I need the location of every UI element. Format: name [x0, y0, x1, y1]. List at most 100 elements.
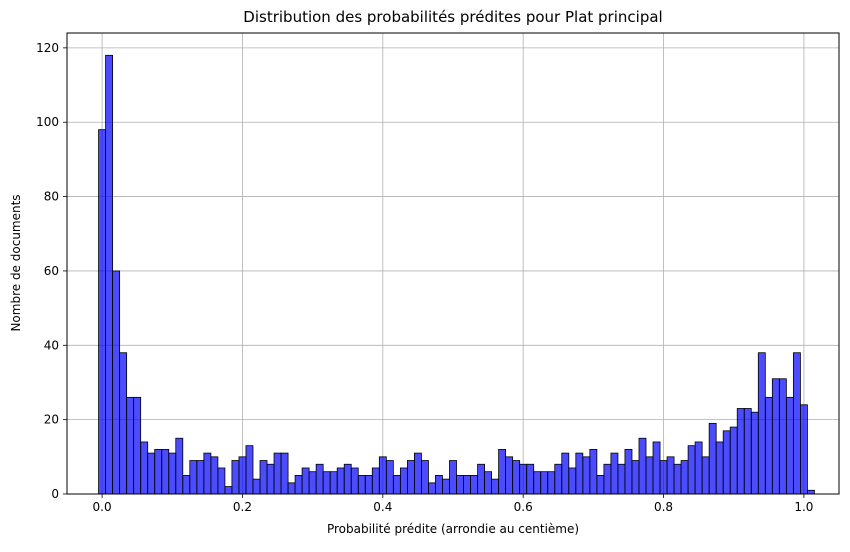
histogram-bar	[182, 475, 191, 495]
histogram-bar	[112, 270, 121, 495]
histogram-bar	[343, 463, 352, 495]
histogram-bar	[624, 448, 633, 495]
histogram-bar	[505, 456, 514, 495]
x-tick-label: 0.8	[654, 500, 673, 514]
histogram-bar	[666, 456, 675, 495]
histogram-bar	[399, 467, 408, 495]
histogram-bar	[807, 489, 815, 495]
histogram-bar	[617, 463, 626, 495]
histogram-bar	[413, 452, 422, 495]
histogram-bar	[463, 475, 471, 495]
histogram-bar	[392, 475, 401, 495]
histogram-bar	[757, 352, 766, 495]
histogram-bar	[659, 460, 668, 495]
histogram-bar	[315, 463, 324, 495]
histogram-bar	[610, 452, 619, 495]
histogram-bar	[203, 452, 212, 495]
histogram-bar	[378, 456, 387, 495]
histogram-bar	[421, 460, 429, 495]
histogram-bar	[540, 471, 549, 495]
x-tick-label: 1.0	[794, 500, 813, 514]
plot-frame	[66, 32, 840, 495]
histogram-bar	[350, 467, 359, 495]
histogram-bar	[294, 475, 303, 495]
histogram-bar	[645, 456, 654, 495]
histogram-bar	[449, 460, 457, 495]
histogram-bar	[694, 441, 703, 495]
x-tick-label: 0.2	[233, 500, 252, 514]
y-tick-label: 60	[44, 264, 59, 278]
x-tick-label: 0.6	[514, 500, 533, 514]
histogram-bar	[512, 460, 521, 495]
histogram-bar	[224, 486, 233, 495]
histogram-bar	[631, 460, 640, 495]
plot-area-background	[67, 33, 839, 494]
grid-lines	[67, 33, 839, 495]
y-axis-label: Nombre de documents	[9, 194, 23, 331]
histogram-bar	[371, 467, 380, 495]
histogram-bar	[589, 448, 598, 495]
histogram-bar	[322, 471, 331, 495]
histogram-bar	[406, 460, 415, 495]
histogram-bar	[743, 408, 752, 495]
histogram-bar	[652, 441, 661, 495]
y-tick-label: 20	[44, 413, 59, 427]
histogram-bar	[708, 422, 717, 495]
histogram-bar	[140, 441, 149, 495]
histogram-bar	[519, 463, 528, 495]
histogram-bar	[701, 456, 710, 495]
histogram-bar	[687, 445, 696, 495]
histogram-bar	[792, 352, 801, 495]
y-axis-ticks: 0 20 40 60 80 100 120	[36, 41, 67, 501]
histogram-bar	[259, 460, 268, 495]
histogram-bar	[568, 467, 577, 495]
histogram-bar	[175, 437, 184, 495]
histogram-bar	[785, 396, 794, 495]
histogram-bar	[484, 471, 492, 495]
histogram-bar	[771, 378, 780, 495]
histogram-bar	[533, 471, 542, 495]
histogram-bar	[385, 460, 394, 495]
histogram-bar	[442, 478, 450, 495]
histogram-bar	[750, 411, 759, 495]
histogram-bar	[336, 467, 345, 495]
y-tick-label: 0	[51, 487, 59, 501]
x-axis-ticks: 0.0 0.2 0.4 0.6 0.8 1.0	[93, 494, 813, 514]
histogram-bar	[435, 475, 443, 495]
histogram-bar	[575, 452, 584, 495]
y-tick-label: 40	[44, 338, 59, 352]
histogram-bar	[154, 448, 163, 495]
histogram-bar	[582, 456, 591, 495]
histogram-bar	[147, 452, 156, 495]
y-tick-label: 80	[44, 190, 59, 204]
histogram-bar	[126, 396, 135, 495]
histogram-bar	[168, 452, 177, 495]
histogram-bar	[736, 408, 745, 495]
histogram-bar	[189, 460, 198, 495]
histogram-bar	[301, 467, 310, 495]
histogram-bar	[778, 378, 787, 495]
histogram-bar	[329, 471, 338, 495]
histogram-bar	[554, 463, 563, 495]
histogram-bar	[280, 452, 289, 495]
histogram-bar	[596, 475, 605, 495]
histogram-bar	[498, 448, 507, 495]
histogram-bar	[105, 54, 114, 495]
histogram-bar	[217, 467, 226, 495]
histogram-bar	[133, 396, 142, 495]
histogram-bar	[266, 463, 275, 495]
histogram-bar	[603, 463, 612, 495]
histogram-bar	[715, 441, 724, 495]
histogram-bar	[357, 475, 366, 495]
histogram-bar	[231, 460, 240, 495]
x-tick-label: 0.0	[93, 500, 112, 514]
histogram-bar	[800, 404, 808, 495]
histogram-bar	[308, 471, 317, 495]
histogram-bar	[238, 456, 247, 495]
histogram-bar	[119, 352, 128, 495]
histogram-bar	[673, 463, 682, 495]
histogram-bar	[287, 482, 296, 495]
histogram-bar	[428, 482, 436, 495]
